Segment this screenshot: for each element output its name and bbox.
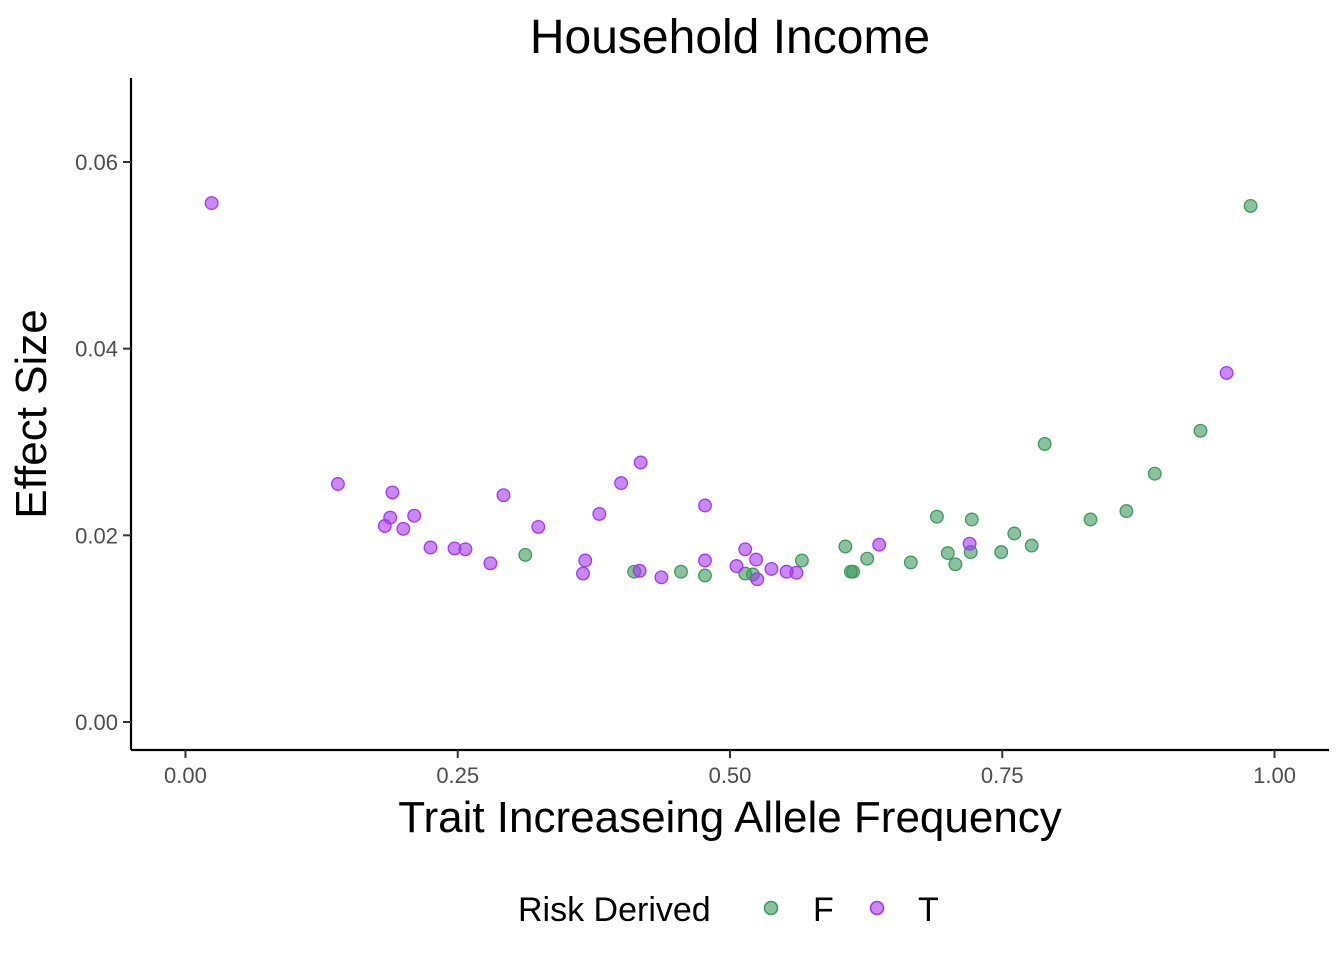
point-f	[838, 539, 853, 554]
point-t	[576, 566, 590, 581]
point-f	[518, 547, 533, 562]
point-f	[1083, 512, 1098, 527]
point-f	[903, 555, 918, 570]
point-t	[496, 488, 511, 503]
y-tick-label: 0.04	[75, 337, 118, 362]
point-f	[1007, 526, 1022, 541]
y-axis-ticks: 0.00 0.02 0.04 0.06	[75, 150, 131, 735]
point-f	[698, 568, 712, 583]
point-f	[1147, 466, 1162, 481]
x-tick-label: 0.25	[436, 763, 479, 788]
point-t	[423, 540, 438, 555]
legend-key-f	[763, 900, 779, 916]
x-tick-label: 1.00	[1253, 763, 1296, 788]
point-t	[872, 537, 887, 552]
point-t	[592, 506, 607, 521]
point-t	[330, 477, 345, 491]
point-f	[940, 546, 955, 561]
x-axis-title: Trait Increaseing Allele Frequency	[398, 793, 1062, 842]
point-f	[1193, 423, 1208, 438]
point-t	[1219, 365, 1234, 380]
legend: Risk Derived F T	[518, 891, 939, 929]
legend-label-t: T	[918, 891, 939, 929]
y-tick-label: 0.02	[75, 523, 118, 548]
x-axis-ticks: 0.00 0.25 0.50 0.75 1.00	[164, 750, 1296, 788]
x-tick-label: 0.50	[709, 763, 752, 788]
point-t	[633, 455, 648, 470]
point-f	[948, 557, 963, 572]
point-t	[962, 536, 977, 551]
point-t	[383, 510, 398, 525]
legend-title: Risk Derived	[518, 891, 711, 929]
point-t	[632, 563, 647, 578]
point-f	[1037, 436, 1052, 451]
legend-key-t	[869, 900, 885, 916]
point-t	[614, 476, 629, 491]
point-f	[929, 509, 944, 524]
point-t	[407, 508, 422, 523]
y-tick-label: 0.00	[75, 710, 118, 735]
point-t	[749, 552, 764, 567]
point-f	[860, 551, 875, 566]
point-f	[794, 553, 809, 568]
point-t	[698, 498, 712, 513]
point-f	[964, 512, 979, 527]
point-f	[1119, 504, 1134, 519]
chart-title: Household Income	[530, 11, 930, 64]
x-tick-label: 0.75	[981, 763, 1024, 788]
point-t	[396, 521, 411, 536]
point-t	[654, 570, 669, 585]
plot-area	[204, 196, 1258, 587]
point-f	[994, 545, 1009, 560]
point-t	[458, 542, 473, 557]
y-tick-label: 0.06	[75, 150, 118, 175]
point-f	[1243, 198, 1258, 213]
point-t	[698, 553, 712, 568]
point-t	[729, 559, 744, 574]
legend-label-f: F	[813, 891, 834, 929]
point-t	[578, 553, 593, 568]
point-t	[531, 519, 546, 534]
point-t	[789, 565, 804, 580]
point-f	[1024, 538, 1039, 553]
y-axis-title: Effect Size	[7, 309, 56, 519]
point-t	[483, 556, 498, 571]
point-t	[738, 542, 753, 557]
point-f	[846, 564, 861, 579]
point-t	[750, 572, 765, 587]
point-f	[674, 564, 688, 579]
x-tick-label: 0.00	[164, 763, 207, 788]
point-t	[204, 196, 219, 211]
point-t	[764, 561, 779, 576]
point-t	[385, 485, 400, 500]
